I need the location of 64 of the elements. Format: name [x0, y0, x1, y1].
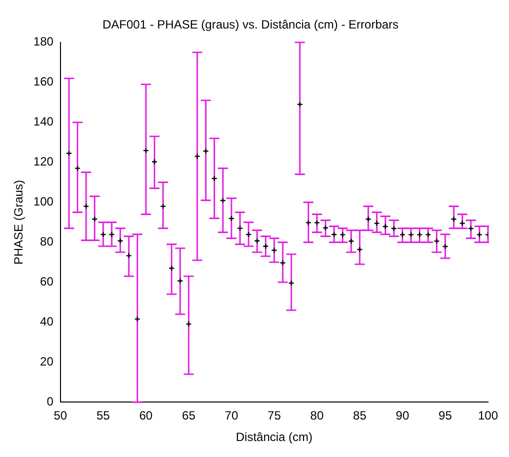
point: [296, 101, 303, 108]
point: [305, 220, 312, 226]
point: [228, 215, 235, 222]
point: [236, 225, 244, 232]
y-tick-label: 120: [33, 154, 54, 169]
point: [356, 246, 363, 253]
point: [117, 238, 124, 244]
point: [177, 278, 184, 284]
x-axis-title: Distância (cm): [236, 430, 313, 444]
point: [74, 165, 81, 172]
x-tick-label: 95: [438, 408, 452, 423]
chart-title: DAF001 - PHASE (graus) vs. Distância (cm) - Errorbars: [102, 18, 399, 32]
point: [186, 320, 192, 328]
point: [168, 265, 175, 272]
x-tick-label: 50: [54, 408, 68, 423]
y-tick-label: 140: [33, 114, 54, 129]
y-axis-title: PHASE (Graus): [12, 180, 26, 265]
point: [194, 153, 200, 160]
point: [108, 231, 115, 238]
y-tick-label: 0: [46, 394, 54, 409]
x-tick-label: 70: [224, 408, 238, 423]
point: [288, 280, 294, 286]
point: [134, 316, 140, 322]
point: [126, 252, 132, 259]
x-tick-label: 90: [396, 408, 410, 423]
x-tick-label: 80: [310, 408, 324, 423]
point: [280, 260, 286, 266]
y-tick-label: 40: [40, 314, 54, 329]
point: [202, 148, 209, 154]
x-tick-label: 100: [478, 408, 498, 423]
y-tick-label: 80: [40, 234, 54, 249]
point: [314, 220, 320, 226]
x-tick-label: 60: [139, 408, 153, 423]
point: [365, 216, 372, 222]
y-tick-label: 100: [33, 194, 54, 209]
point: [100, 231, 106, 238]
y-tick-label: 160: [33, 74, 54, 89]
y-tick-label: 20: [40, 354, 54, 369]
point: [382, 223, 388, 230]
x-tick-label: 85: [353, 408, 367, 423]
point: [348, 238, 354, 244]
point: [151, 158, 158, 165]
point: [142, 147, 150, 154]
point: [434, 238, 440, 244]
y-tick-label: 60: [40, 274, 54, 289]
point: [450, 216, 457, 222]
point: [211, 175, 218, 182]
point: [459, 220, 466, 226]
point: [245, 231, 252, 238]
point: [160, 203, 166, 210]
y-tick-label: 180: [33, 34, 54, 49]
x-tick-label: 65: [182, 408, 196, 423]
point: [82, 203, 90, 210]
point: [92, 216, 98, 222]
point: [271, 247, 278, 254]
point: [220, 197, 226, 204]
point: [66, 150, 72, 156]
x-tick-label: 75: [268, 408, 282, 423]
point: [254, 238, 260, 244]
point: [374, 220, 380, 226]
point: [468, 225, 474, 232]
point: [262, 243, 269, 250]
x-tick-label: 55: [96, 408, 110, 423]
point: [442, 243, 448, 250]
